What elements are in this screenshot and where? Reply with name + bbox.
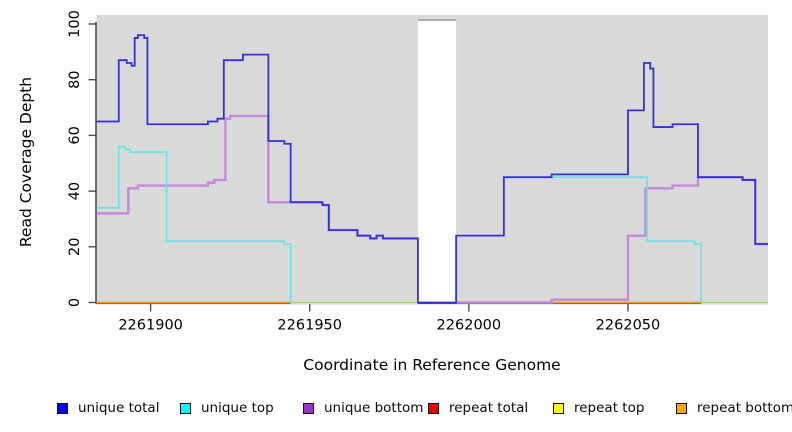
series-unique-top [96, 145, 292, 303]
x-axis-title: Coordinate in Reference Genome [303, 356, 561, 374]
x-tick-label: 2261900 [118, 318, 183, 334]
legend-item-unique-total: unique total [57, 399, 159, 417]
y-axis-title: Read Coverage Depth [17, 76, 35, 248]
y-tick-label: 40 [67, 182, 83, 200]
legend: unique total unique top unique bottom repea… [0, 399, 792, 419]
y-tick-label: 0 [67, 298, 83, 307]
legend-item-unique-top: unique top [180, 399, 274, 417]
y-tick-label: 60 [67, 126, 83, 144]
legend-swatch-icon [180, 402, 191, 414]
series-unique-total [96, 34, 768, 304]
legend-item-unique-bottom: unique bottom [303, 399, 423, 417]
legend-label: repeat top [574, 400, 645, 416]
legend-swatch-icon [553, 402, 564, 414]
y-tick-label: 100 [67, 10, 83, 38]
x-tick-label: 2262000 [437, 318, 502, 334]
legend-swatch-icon [428, 402, 439, 414]
legend-item-repeat-top: repeat top [553, 399, 644, 417]
x-tick-label: 2261950 [277, 318, 342, 334]
legend-item-repeat-bottom: repeat bottom [676, 399, 792, 417]
legend-label: repeat bottom [697, 400, 792, 416]
y-tick-label: 80 [67, 70, 83, 88]
legend-swatch-icon [303, 402, 314, 414]
legend-swatch-icon [57, 402, 68, 414]
legend-swatch-icon [676, 402, 687, 414]
legend-label: unique top [201, 400, 274, 416]
y-tick-label: 20 [67, 238, 83, 256]
x-tick-label: 2262050 [596, 318, 661, 334]
legend-label: unique bottom [324, 400, 424, 416]
no-data-gap [417, 20, 457, 303]
legend-label: unique total [78, 400, 160, 416]
legend-item-repeat-total: repeat total [428, 399, 528, 417]
legend-label: repeat total [449, 400, 529, 416]
series-unique-top [551, 176, 702, 303]
